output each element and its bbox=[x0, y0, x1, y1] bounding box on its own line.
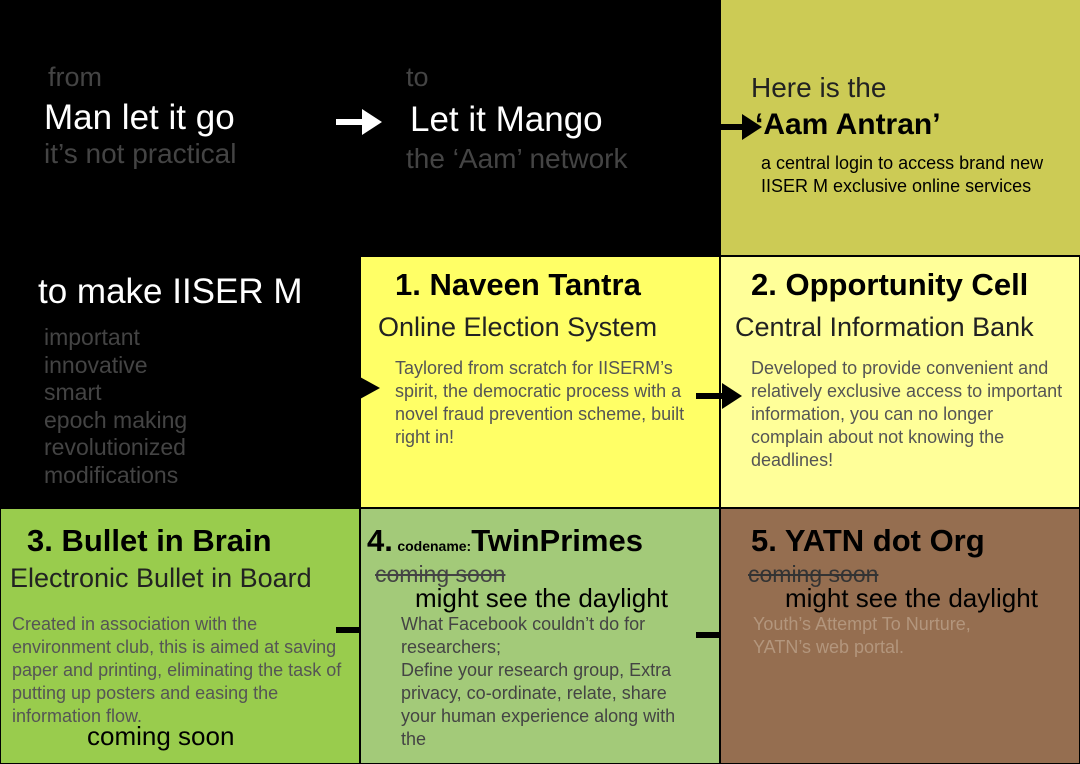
right-arrow-icon bbox=[336, 109, 382, 135]
intro-panel-to: to Let it Mango the ‘Aam’ network bbox=[360, 0, 720, 256]
bullet-in-brain-panel: 3. Bullet in Brain Electronic Bullet in … bbox=[0, 508, 360, 764]
aam-antran-title: ‘Aam Antran’ bbox=[755, 108, 941, 141]
bullet-in-brain-description: Created in association with the environm… bbox=[12, 614, 342, 726]
aam-antran-panel: Here is the ‘Aam Antran’ a central login… bbox=[720, 0, 1080, 256]
naveen-tantra-panel: 1. Naveen Tantra Online Election System … bbox=[360, 256, 720, 508]
goal-word: epoch making bbox=[44, 406, 188, 433]
opportunity-cell-description: Developed to provide convenient and rela… bbox=[751, 358, 1063, 470]
goal-panel: to make IISER M important innovative sma… bbox=[0, 256, 360, 508]
aam-antran-intro: Here is the bbox=[751, 72, 887, 103]
intro-panel-from: from Man let it go it’s not practical bbox=[0, 0, 360, 256]
goal-word: modifications bbox=[44, 461, 179, 488]
yatn-panel: 5. YATN dot Org coming soon might see th… bbox=[720, 508, 1080, 764]
twinprimes-struck-status: coming soon bbox=[375, 561, 506, 587]
goal-word: important bbox=[44, 324, 140, 350]
aam-antran-description: a central login to access brand new IISE… bbox=[761, 153, 1044, 196]
goal-word-list: important innovative smart epoch making … bbox=[44, 324, 187, 489]
from-subline: it’s not practical bbox=[44, 138, 237, 169]
opportunity-cell-subtitle: Central Information Bank bbox=[735, 312, 1034, 342]
twinprimes-panel: 4. codename:TwinPrimes coming soon might… bbox=[360, 508, 720, 764]
twinprimes-number: 4. bbox=[367, 523, 393, 558]
to-label: to bbox=[406, 62, 429, 92]
twinprimes-description: What Facebook couldn’t do for researcher… bbox=[401, 614, 676, 749]
twinprimes-title-line: 4. codename:TwinPrimes bbox=[367, 523, 643, 559]
goal-word: smart bbox=[44, 379, 102, 405]
goal-word: revolutionized bbox=[44, 434, 186, 460]
naveen-tantra-description: Taylored from scratch for IISERM’s spiri… bbox=[395, 358, 685, 447]
to-headline: Let it Mango bbox=[410, 100, 603, 139]
from-headline: Man let it go bbox=[44, 98, 235, 137]
naveen-tantra-subtitle: Online Election System bbox=[378, 312, 658, 342]
yatn-description: Youth’s Attempt To Nurture, YATN’s web p… bbox=[753, 614, 971, 657]
goal-word: innovative bbox=[44, 351, 148, 378]
bullet-in-brain-title: 3. Bullet in Brain bbox=[27, 523, 272, 558]
right-arrow-icon bbox=[696, 383, 742, 409]
twinprimes-status: might see the daylight bbox=[415, 583, 668, 613]
naveen-tantra-title: 1. Naveen Tantra bbox=[395, 267, 641, 302]
right-arrow-icon bbox=[716, 114, 762, 140]
from-label: from bbox=[48, 62, 102, 92]
yatn-title: 5. YATN dot Org bbox=[751, 523, 985, 558]
yatn-status: might see the daylight bbox=[785, 583, 1038, 613]
yatn-struck-status: coming soon bbox=[748, 561, 879, 587]
twinprimes-codename: codename: bbox=[397, 538, 472, 554]
bullet-in-brain-subtitle: Electronic Bullet in Board bbox=[10, 563, 312, 593]
goal-heading: to make IISER M bbox=[38, 272, 303, 311]
to-subline: the ‘Aam’ network bbox=[406, 143, 628, 174]
right-arrow-icon bbox=[360, 377, 380, 399]
opportunity-cell-title: 2. Opportunity Cell bbox=[751, 267, 1029, 302]
opportunity-cell-panel: 2. Opportunity Cell Central Information … bbox=[720, 256, 1080, 508]
twinprimes-title: TwinPrimes bbox=[471, 523, 643, 558]
bullet-in-brain-status: coming soon bbox=[87, 721, 235, 751]
